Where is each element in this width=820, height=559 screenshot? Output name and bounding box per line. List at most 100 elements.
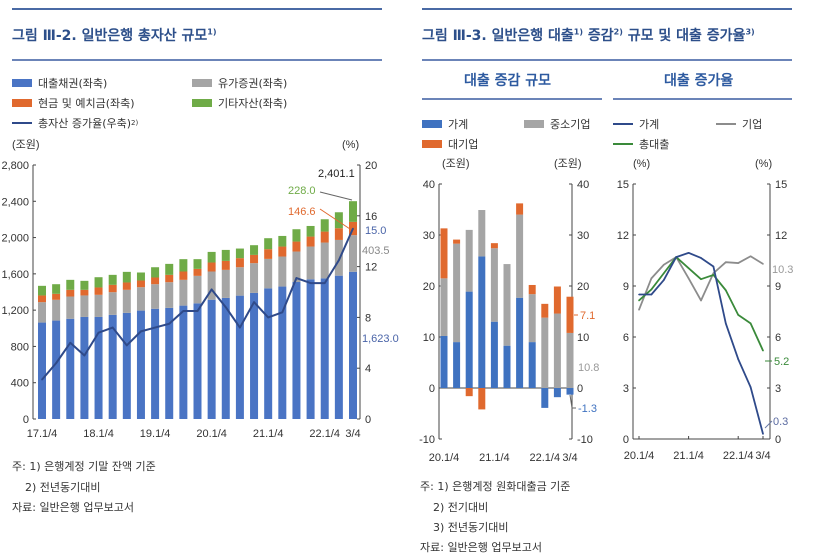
note-right-3: 3) 전년동기대비: [433, 521, 509, 534]
growth-line-point: [309, 282, 312, 284]
bar-segment: [465, 229, 473, 292]
total-line-point: [762, 349, 764, 352]
bar-segment: [250, 263, 259, 293]
legend-item-household-rate: 가계: [613, 116, 659, 132]
title-rule-right: [422, 59, 792, 61]
left-tick-label: 1,200: [1, 305, 29, 317]
growth-line-point: [267, 316, 269, 319]
bar-segment: [320, 219, 329, 232]
growth-line-point: [239, 326, 241, 329]
bar-segment: [264, 238, 273, 250]
total-line-point: [687, 267, 690, 269]
note-left-1: 주: 1) 은행계정 기말 잔액 기준: [12, 460, 156, 473]
legend-item-securities: 유가증권(좌축): [192, 75, 287, 91]
x-tick-label: 22.1/4: [309, 428, 340, 440]
bar-segment: [38, 322, 46, 419]
bar-segment: [465, 388, 473, 397]
subtitle-rule-left: [422, 98, 602, 100]
bar-segment: [528, 294, 536, 343]
bar-segment: [306, 225, 315, 237]
bar-segment: [334, 212, 343, 229]
legend-footnote: 2): [131, 119, 139, 127]
corporate-line-point: [712, 272, 715, 275]
source-right: 자료: 일반은행 업무보고서: [420, 541, 543, 554]
legend-item-cash: 현금 및 예치금(좌축): [12, 95, 135, 111]
x-tick-label: 3/4: [345, 428, 360, 440]
bar-segment: [250, 245, 259, 255]
growth-line-point: [352, 227, 354, 230]
household-line-point: [762, 433, 764, 435]
left-axis-unit: (조원): [442, 157, 470, 170]
total-line-point: [663, 272, 665, 275]
bar-segment: [516, 203, 524, 215]
legend-label: 기타자산(좌축): [218, 97, 288, 110]
growth-line-point: [83, 354, 86, 357]
label-securities: 403.5: [362, 245, 390, 257]
legend-item-household: 가계: [422, 116, 468, 132]
left-tick-label: 20: [423, 281, 435, 293]
right-tick-label: 40: [577, 179, 589, 191]
legend-swatch: [12, 79, 32, 87]
growth-line-point: [338, 259, 340, 262]
x-tick-label: 3/4: [755, 450, 770, 462]
household-line-point: [737, 358, 739, 360]
household-line-point: [749, 386, 752, 388]
right-tick-label: 4: [365, 363, 371, 375]
bar-segment: [278, 246, 287, 257]
bar-segment: [306, 279, 315, 419]
right-tick-label: 10: [577, 332, 589, 344]
legend-line: [613, 143, 633, 145]
legend-item-sme: 중소기업: [524, 116, 590, 132]
bar-segment: [165, 263, 174, 275]
subtitle-loan-change: 대출 증감 규모: [464, 73, 552, 89]
corporate-line-point: [638, 309, 640, 311]
corporate-line-point: [737, 262, 739, 264]
corporate-line-point: [749, 255, 752, 258]
x-tick-label: 22.1/4: [723, 450, 754, 462]
x-tick-label: 20.1/4: [429, 452, 460, 464]
bar-segment: [94, 316, 103, 419]
label-sme: 10.8: [578, 362, 599, 374]
bar-segment: [221, 297, 230, 419]
bar-segment: [264, 249, 273, 259]
right-tick-label: 20: [365, 160, 377, 172]
left-tick-label: 12: [617, 230, 629, 242]
bar-segment: [94, 277, 103, 288]
bar-segment: [334, 228, 343, 240]
corporate-line-point: [700, 299, 702, 302]
bar-segment: [541, 388, 549, 408]
bar-segment: [122, 312, 131, 419]
title-footnote: 1): [207, 27, 217, 37]
bar-segment: [503, 264, 511, 346]
bar-segment: [52, 299, 61, 321]
right-tick-label: 30: [577, 230, 589, 242]
left-tick-label: -10: [419, 434, 435, 446]
right-axis-unit: (%): [755, 158, 772, 170]
growth-line-point: [55, 362, 57, 364]
subtitle-rule-right: [613, 98, 792, 100]
bar-segment: [66, 318, 75, 419]
legend-label: 대기업: [448, 138, 479, 151]
bar-segment: [221, 269, 230, 298]
x-tick-label: 21.1/4: [253, 428, 284, 440]
bar-segment: [38, 285, 46, 296]
label-corporate: 10.3: [772, 264, 793, 276]
figure-title-left: 그림 Ⅲ-2. 일반은행 총자산 규모1): [12, 25, 217, 45]
legend-swatch: [12, 99, 32, 107]
corporate-line: [638, 255, 764, 311]
left-tick-label: 9: [623, 281, 629, 293]
bar-segment: [38, 302, 46, 323]
bar-segment: [207, 299, 216, 419]
legend-swatch: [422, 140, 442, 148]
bar-segment: [108, 314, 117, 419]
bar-segment: [151, 277, 160, 285]
bar-segment: [193, 275, 202, 304]
right-tick-label: 6: [775, 332, 781, 344]
growth-line-point: [182, 310, 185, 312]
left-tick-label: 400: [11, 378, 29, 390]
bar-segment: [478, 210, 486, 257]
total-line-point: [712, 274, 715, 276]
note-left-2: 2) 전년동기대비: [25, 481, 101, 494]
growth-line-point: [168, 322, 171, 325]
